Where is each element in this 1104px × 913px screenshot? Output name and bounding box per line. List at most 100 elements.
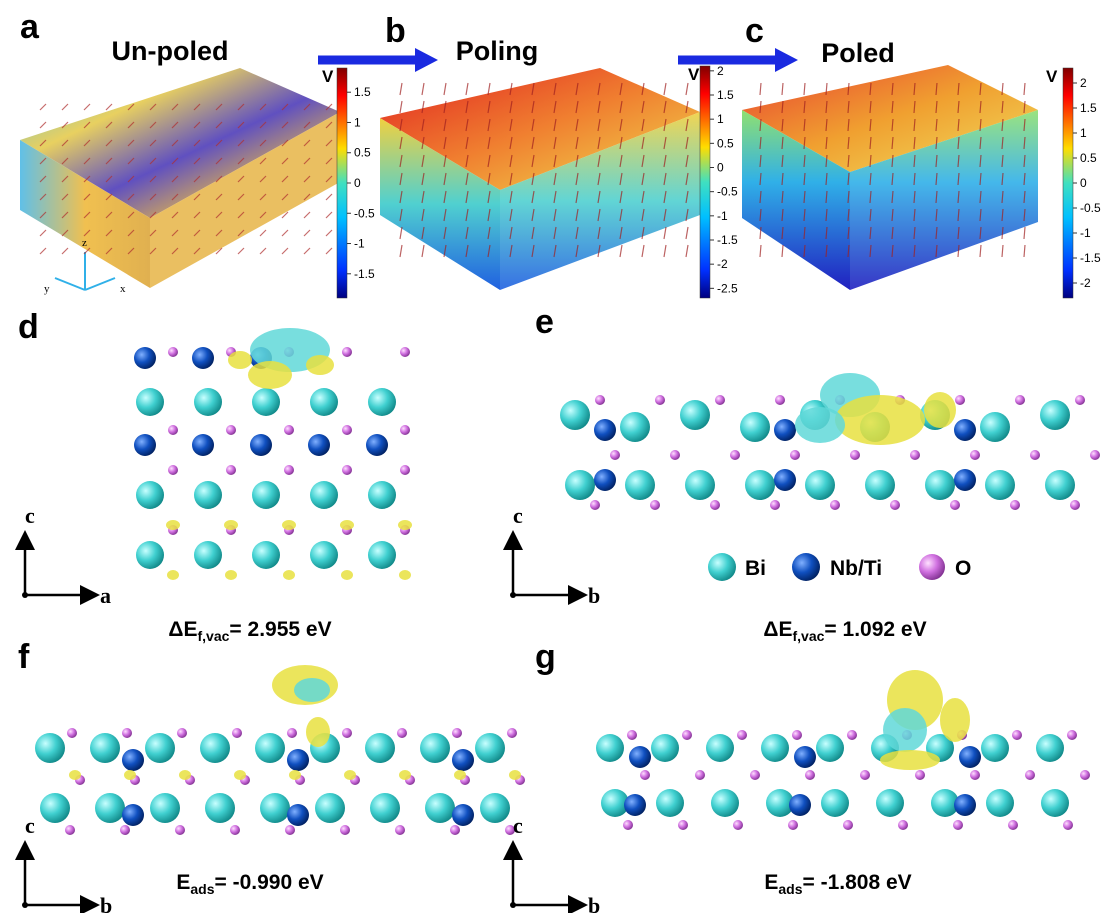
- atom: [865, 470, 895, 500]
- atom: [1030, 450, 1040, 460]
- isosurface: [224, 520, 238, 530]
- atom: [651, 734, 679, 762]
- atom: [970, 450, 980, 460]
- field-arrow: [40, 104, 46, 110]
- atom: [1036, 734, 1064, 762]
- atom: [1080, 770, 1090, 780]
- field-arrow: [260, 248, 266, 254]
- field-arrow: [760, 83, 761, 95]
- colorbar-label: V: [1046, 67, 1058, 86]
- atom: [450, 825, 460, 835]
- atom: [640, 770, 650, 780]
- axis-label: b: [588, 893, 600, 913]
- colorbar-tick-label: 0.5: [717, 136, 734, 150]
- field-arrow: [106, 104, 112, 110]
- atom: [789, 794, 811, 816]
- panel-label: c: [745, 12, 764, 50]
- panel-label: e: [535, 303, 554, 341]
- atom: [595, 395, 605, 405]
- atom: [774, 419, 796, 441]
- isosurface: [924, 392, 956, 428]
- atom: [232, 728, 242, 738]
- arrow-head: [775, 48, 798, 72]
- atom: [400, 347, 410, 357]
- field-arrow: [686, 83, 688, 95]
- atom: [954, 469, 976, 491]
- field-arrow: [400, 101, 402, 113]
- atom: [745, 470, 775, 500]
- figure: a Un-poled b Poling c Poled d e f g z y …: [0, 0, 1104, 913]
- atom: [134, 347, 156, 369]
- isosurface: [294, 678, 330, 702]
- isosurface: [940, 698, 970, 742]
- field-arrow: [282, 230, 288, 236]
- atom: [368, 481, 396, 509]
- atom: [594, 469, 616, 491]
- axis-label: b: [100, 893, 112, 913]
- atom: [255, 733, 285, 763]
- colorbar-tick-label: 1.5: [354, 85, 371, 99]
- axis-label: c: [25, 503, 35, 528]
- atom: [970, 770, 980, 780]
- field-arrow: [664, 227, 666, 239]
- atom: [565, 470, 595, 500]
- atom: [710, 500, 720, 510]
- colorbar-tick-label: 0: [1080, 176, 1087, 190]
- atom: [342, 347, 352, 357]
- atom: [706, 734, 734, 762]
- isosurface: [225, 570, 237, 580]
- axis-label: z: [82, 237, 87, 249]
- atom: [610, 450, 620, 460]
- isosurface: [835, 395, 925, 445]
- atom: [150, 793, 180, 823]
- atom: [366, 434, 388, 456]
- axis-origin: [510, 902, 516, 908]
- atom: [623, 820, 633, 830]
- colorbar-tick-label: 1: [1080, 126, 1087, 140]
- atom: [985, 470, 1015, 500]
- panel-label: b: [385, 12, 406, 50]
- atom: [590, 500, 600, 510]
- atom: [876, 789, 904, 817]
- atom: [1040, 400, 1070, 430]
- atom: [953, 820, 963, 830]
- atom: [194, 481, 222, 509]
- legend-swatch: [792, 553, 820, 581]
- atom: [1008, 820, 1018, 830]
- atom: [136, 481, 164, 509]
- isosurface: [398, 520, 412, 530]
- atom: [65, 825, 75, 835]
- atom: [1075, 395, 1085, 405]
- atom: [342, 425, 352, 435]
- atom: [250, 434, 272, 456]
- atom: [310, 388, 338, 416]
- atom: [168, 347, 178, 357]
- atom: [35, 733, 65, 763]
- atom: [655, 395, 665, 405]
- colorbar-tick-label: -1.5: [717, 233, 738, 247]
- axis-origin: [510, 592, 516, 598]
- field-arrow: [326, 212, 332, 218]
- isosurface: [344, 770, 356, 780]
- atom: [910, 450, 920, 460]
- atom: [340, 825, 350, 835]
- isosurface: [454, 770, 466, 780]
- panel-label: d: [18, 308, 39, 346]
- isosurface: [795, 407, 845, 443]
- atom: [794, 746, 816, 768]
- energy-label: ΔEf,vac= 2.955 eV: [168, 618, 331, 644]
- atom: [1067, 730, 1077, 740]
- atom: [650, 500, 660, 510]
- colorbar-tick-label: -0.5: [354, 206, 375, 220]
- isosurface: [306, 355, 334, 375]
- atom: [775, 395, 785, 405]
- colorbar-tick-label: 2: [717, 64, 724, 78]
- field-arrow: [1002, 245, 1003, 257]
- atom: [816, 734, 844, 762]
- atom: [368, 388, 396, 416]
- atom: [40, 793, 70, 823]
- colorbar-tick-label: 2: [1080, 76, 1087, 90]
- atom: [711, 789, 739, 817]
- atom: [890, 500, 900, 510]
- atom: [145, 733, 175, 763]
